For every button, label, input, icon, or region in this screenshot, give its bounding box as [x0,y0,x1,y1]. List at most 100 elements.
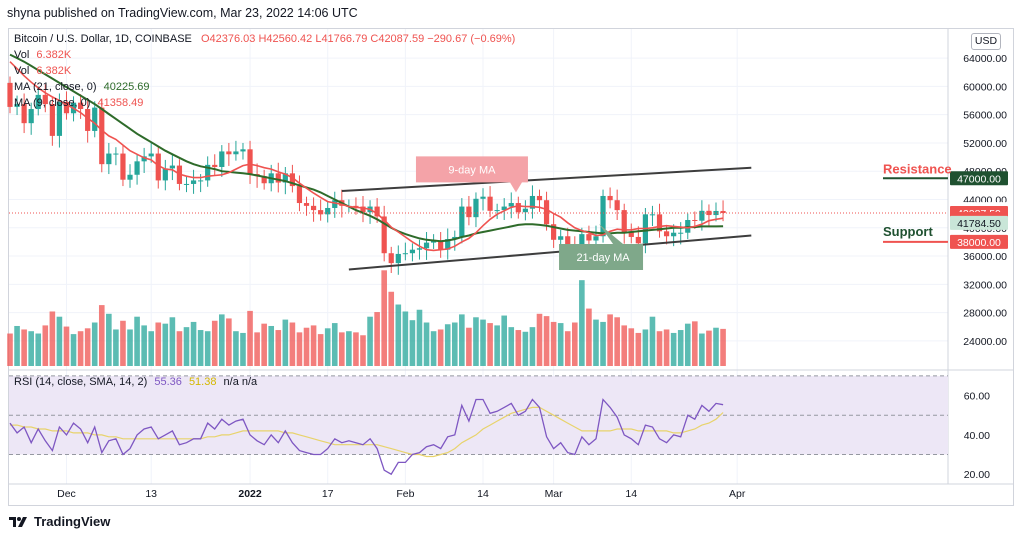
candle-body [487,196,493,211]
chart-frame [8,28,1014,506]
candle-body [678,232,684,234]
vol-label: Vol [14,49,30,61]
candle-body [381,216,387,254]
rsi-sma-value: 51.38 [188,376,217,388]
ma21-callout-label: 21-day MA [576,252,630,264]
volume-bar [572,322,578,366]
candle-body [162,168,168,181]
volume-bar [162,323,169,366]
time-tick-label: 13 [145,488,157,500]
volume-bar [346,331,352,366]
candle-body [663,231,670,237]
volume-bar [451,322,458,366]
rsi-tick-label: 40.00 [964,430,990,442]
volume-bar [70,334,77,366]
volume-bar [247,310,253,366]
candle-body [240,149,246,152]
brand-name: TradingView [34,514,111,529]
support-label: Support [883,224,933,239]
candle-body [127,174,133,180]
candle-body [621,210,627,233]
time-tick-label: 17 [322,488,334,500]
candle-body [395,253,401,264]
volume-bar [374,312,380,366]
vol-value-2: 6.382K [36,65,72,77]
candle-body [325,207,331,215]
volume-bar [14,325,20,366]
volume-bar [120,320,126,366]
volume-bar [219,314,225,366]
price-tick-label: 36000.00 [963,251,1007,263]
volume-bar [586,308,592,366]
channel-resistance-line [341,166,752,193]
volume-bar [21,329,27,366]
time-tick-label: Apr [729,488,746,500]
volume-bar [127,329,133,366]
candle-body [692,219,698,221]
volume-bar [226,318,232,366]
volume-bar [106,313,112,366]
volume-bar [91,322,98,366]
price-tick-label: 24000.00 [963,336,1007,348]
tradingview-logo[interactable]: TradingView [9,514,110,529]
time-tick-label: 14 [625,488,637,500]
candle-body [452,236,458,240]
legend-vol-1: Vol 6.382K [14,49,71,61]
price-tick-label: 64000.00 [963,53,1007,65]
candle-body [310,205,317,211]
price-tick-label: 52000.00 [963,138,1007,150]
candle-body [501,206,507,211]
candle-body [466,206,472,218]
candle-body [296,186,303,204]
candle-body [233,151,239,155]
volume-bar [635,332,642,366]
price-tag-bg [950,234,1008,249]
legend-symbol: Bitcoin / U.S. Dollar, 1D, COINBASE [14,33,192,45]
legend-ma21: MA (21, close, 0) 40225.69 [14,81,150,93]
volume-bar [381,270,387,366]
rsi-sma-line [10,406,724,458]
volume-bar [254,332,260,366]
candle-body [438,240,444,250]
candle-body [473,198,479,218]
legend-ohlc: O42376.03 H42560.42 L41766.79 C42087.59 … [200,33,516,45]
candle-body [92,107,98,131]
volume-bar [416,309,423,366]
volume-bar [564,331,571,366]
volume-bar [49,311,56,366]
volume-bar [487,323,493,366]
annotations: Resistance Support 9-day MA 21-day MA [415,156,952,271]
legend-ma9: MA (9, close, 0) 41358.49 [14,97,143,109]
legend-title-row: Bitcoin / U.S. Dollar, 1D, COINBASE O423… [14,33,515,45]
ma9-line [9,61,724,252]
volume-bar [155,322,162,366]
candle-body [212,164,218,167]
candle-body [261,176,267,184]
volume-bar [642,329,649,366]
tradingview-icon [9,516,27,527]
volume-bar [35,333,42,366]
candle-body [155,153,161,181]
candle-body [431,240,437,243]
volume-bar [7,333,13,366]
candle-body [600,195,606,237]
rsi-tick-label: 20.00 [964,469,990,481]
volume-bar [367,316,373,366]
candle-body [508,203,514,207]
volume-bar [296,332,303,366]
volume-bar [515,330,522,366]
volume-bar [607,314,613,366]
candle-body [374,206,380,217]
rsi-value: 55.36 [154,376,182,388]
price-tick-label: 56000.00 [963,110,1007,122]
currency-button[interactable]: USD [971,33,1001,50]
volume-bar [395,304,402,366]
volume-bar [437,329,444,366]
volume-bar [388,291,395,366]
price-axis: 64000.0060000.0056000.0052000.0048000.00… [950,53,1008,481]
candle-body [120,153,126,180]
volume-bar [204,331,211,366]
price-tag-bg [950,215,1008,230]
candle-body [579,234,585,248]
